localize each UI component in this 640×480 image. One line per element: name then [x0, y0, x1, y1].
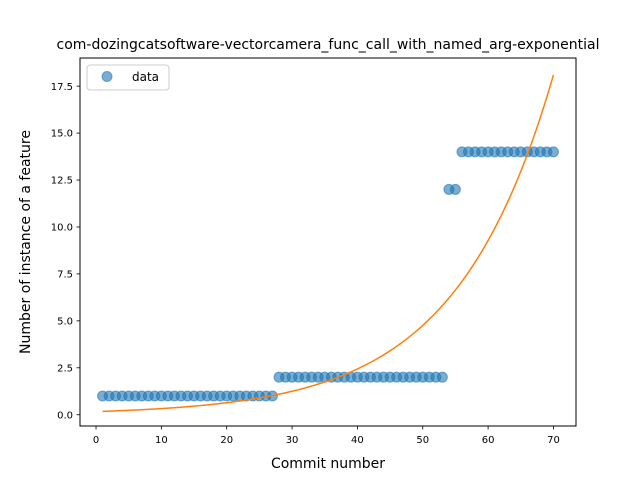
x-tick-label: 40 [351, 435, 364, 446]
x-tick-label: 70 [547, 435, 560, 446]
y-tick-label: 17.5 [51, 82, 73, 93]
y-tick-label: 2.5 [57, 363, 73, 374]
chart-title: com-dozingcatsoftware-vectorcamera_func_… [57, 37, 600, 53]
y-axis-ticks: 0.0 2.5 5.0 7.5 10.0 12.5 15.0 17.5 [51, 82, 80, 421]
legend: data [86, 64, 170, 91]
data-point [547, 146, 559, 158]
y-tick-label: 12.5 [51, 176, 73, 187]
fit-curve [102, 74, 555, 413]
y-tick-label: 10.0 [51, 223, 73, 234]
x-axis-label: Commit number [271, 456, 385, 472]
data-point [449, 183, 461, 195]
x-tick-label: 0 [93, 435, 99, 446]
y-tick-label: 5.0 [57, 316, 73, 327]
y-tick-label: 0.0 [57, 410, 73, 421]
x-tick-label: 60 [482, 435, 495, 446]
legend-marker-data [101, 71, 113, 82]
plot-content [97, 74, 559, 413]
x-tick-label: 30 [286, 435, 299, 446]
x-tick-label: 50 [416, 435, 429, 446]
x-tick-label: 20 [220, 435, 233, 446]
y-tick-label: 15.0 [51, 129, 73, 140]
legend-label-data: data [132, 70, 159, 84]
y-axis-label: Number of instance of a feature [18, 130, 34, 354]
axes-frame [79, 57, 577, 427]
x-tick-label: 10 [155, 435, 168, 446]
data-point [436, 371, 448, 383]
x-axis-ticks: 0 10 20 30 40 50 60 70 [93, 426, 560, 446]
y-tick-label: 7.5 [57, 270, 73, 281]
